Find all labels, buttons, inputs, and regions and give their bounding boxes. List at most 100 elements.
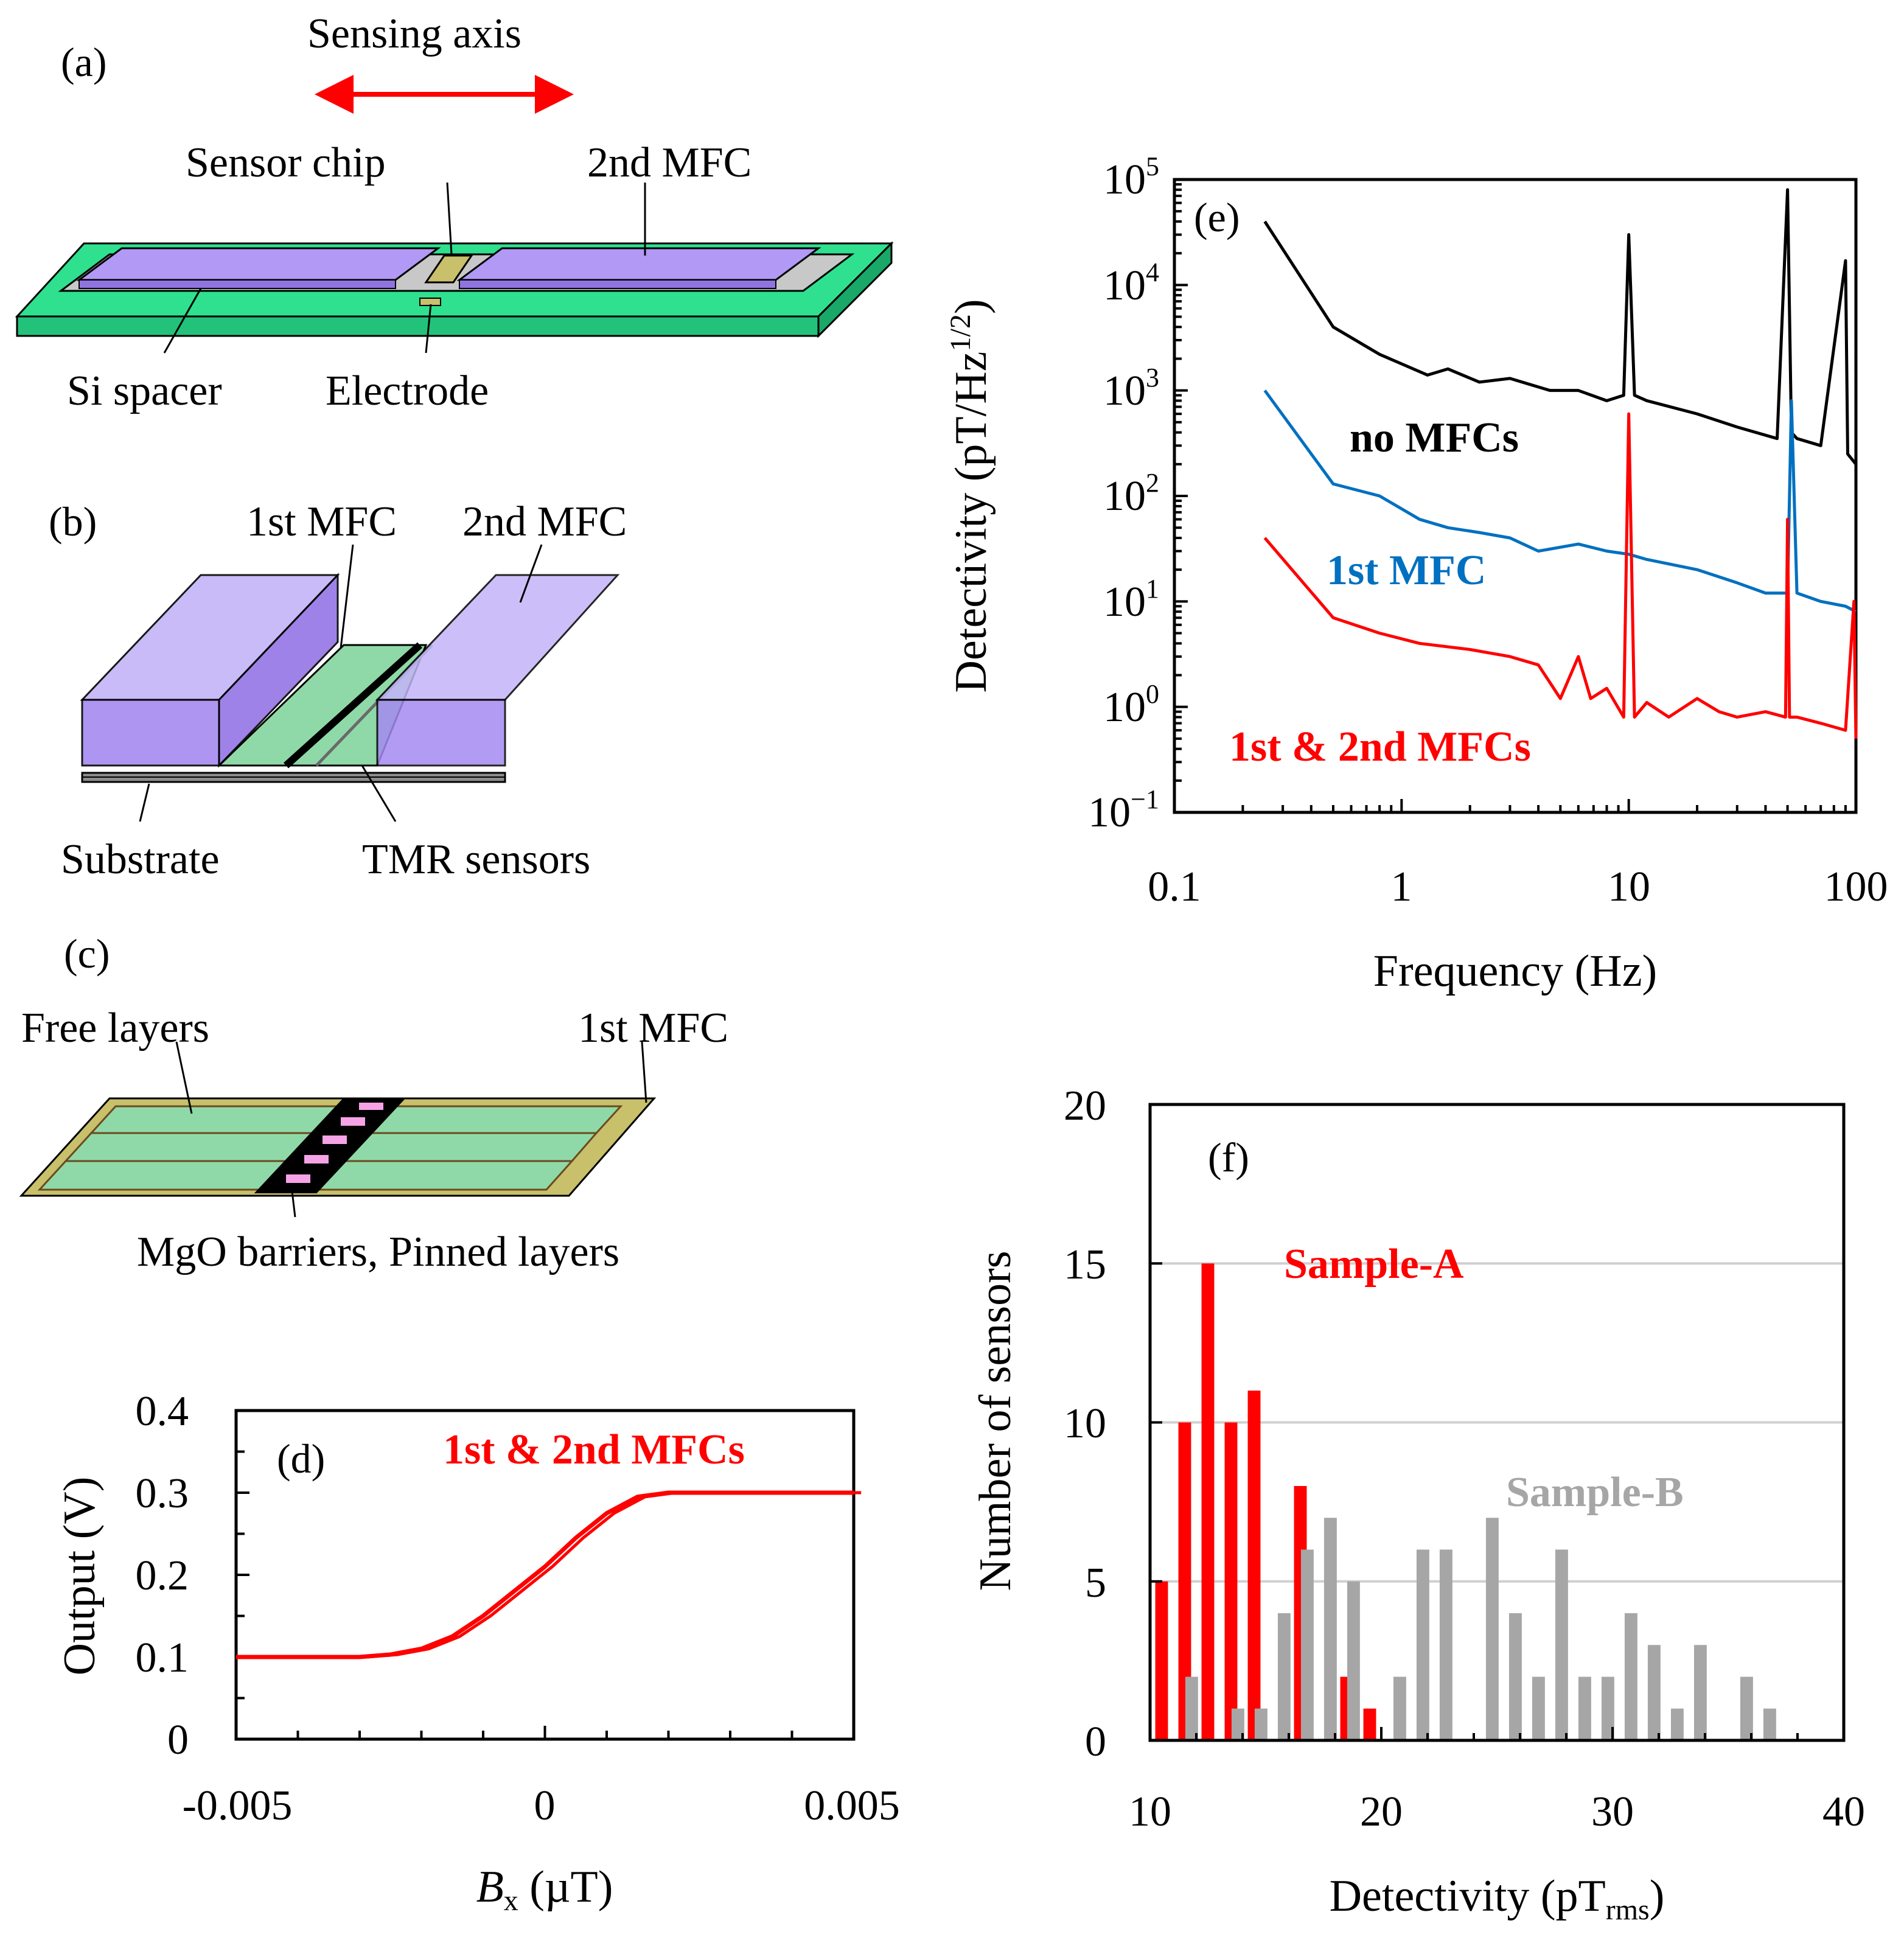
chart-f-xtick-label: 30 <box>1591 1788 1634 1835</box>
sensing-axis-label: Sensing axis <box>307 10 521 57</box>
chart-e-ytick-label: 105 <box>1103 152 1159 203</box>
chart-d-xtick-label: 0 <box>534 1782 556 1829</box>
chart-f-bar-sample-b <box>1693 1645 1707 1740</box>
chart-f-bar-sample-b <box>1323 1518 1337 1740</box>
chart-e-ytick-label: 101 <box>1103 574 1159 626</box>
chart-f-bar-sample-b <box>1347 1581 1360 1740</box>
chart-e-ylabel-end: ) <box>946 299 996 315</box>
second-mfc-label-b: 2nd MFC <box>462 498 627 545</box>
chart-d-series-line <box>236 1490 854 1659</box>
panel-a: (a) Sensing axis Sensor chip 2nd MFC Si … <box>15 10 894 414</box>
chart-d-xtick-labels: -0.005 0 0.005 <box>183 1782 900 1829</box>
substrate-label: Substrate <box>61 836 220 883</box>
mfc-block-right-front <box>376 699 506 767</box>
chart-f-bar-sample-b <box>1300 1549 1314 1740</box>
panel-c-label: (c) <box>64 930 110 977</box>
electrode-label: Electrode <box>326 368 489 414</box>
chart-f-bar-sample-b <box>1439 1549 1452 1740</box>
mfc-block-left-front <box>81 699 220 767</box>
chart-e-ytick-base: 10 <box>1103 156 1146 203</box>
chart-e-ylabel-main: Detectivity (pT/Hz <box>946 352 996 693</box>
chart-e-ytick-base: 10 <box>1088 789 1131 836</box>
chart-e-ytick-exp: 5 <box>1146 152 1159 181</box>
chart-f-bar-sample-b <box>1532 1676 1545 1740</box>
chart-f-bar-sample-b <box>1578 1676 1591 1740</box>
chart-e: 0.1 1 10 100 10−1 100 101 102 103 104 10… <box>944 152 1888 996</box>
chart-e-ytick-base: 10 <box>1103 579 1146 626</box>
chart-f-bar-sample-b <box>1254 1708 1268 1740</box>
chart-d-ticks <box>235 1409 855 1740</box>
chart-f: 10 20 30 40 0 5 10 15 20 Detectivity (pT… <box>971 1083 1865 1926</box>
chart-f-plot-area <box>1155 1263 1776 1740</box>
chart-f-bar-sample-b <box>1393 1676 1406 1740</box>
chart-e-ytick-base: 10 <box>1103 368 1146 414</box>
sensor-chip-label: Sensor chip <box>186 139 386 186</box>
chart-e-xtick-label: 1 <box>1391 863 1412 910</box>
barrier-strip <box>254 1098 406 1193</box>
second-mfc-label-a: 2nd MFC <box>587 139 751 186</box>
chart-f-bar-sample-a <box>1363 1708 1376 1740</box>
chart-f-bar-sample-a <box>1155 1581 1168 1740</box>
chart-d-xtick-label: 0.005 <box>804 1782 900 1829</box>
chart-e-ytick-exp: 4 <box>1146 257 1159 287</box>
chart-d-ytick-label: 0.4 <box>136 1388 189 1435</box>
chart-d-xlabel: Bx (µT) <box>476 1862 613 1917</box>
second-mfc-right <box>456 247 821 281</box>
chart-e-ylabel-sup: 1/2 <box>944 314 977 351</box>
chart-e-ytick-label: 104 <box>1103 257 1159 309</box>
chart-e-ticks <box>1173 183 1847 814</box>
chart-d: -0.005 0 0.005 0 0.1 0.2 0.3 0.4 Bx (µT)… <box>55 1388 900 1917</box>
chart-e-ytick-label: 103 <box>1103 363 1159 414</box>
chart-f-xlabel-end: ) <box>1650 1871 1665 1921</box>
chart-f-xtick-label: 40 <box>1822 1788 1865 1835</box>
first-mfc-label-b: 1st MFC <box>246 498 397 545</box>
chart-f-bar-sample-b <box>1416 1549 1429 1740</box>
chart-f-bar-sample-b <box>1763 1708 1776 1740</box>
chart-f-ticks <box>1149 1103 1845 1742</box>
chart-e-ytick-base: 10 <box>1103 473 1146 520</box>
chart-f-ytick-labels: 0 5 10 15 20 <box>1064 1083 1106 1765</box>
chart-d-ytick-label: 0.3 <box>136 1470 189 1517</box>
chart-f-xtick-label: 20 <box>1360 1788 1403 1835</box>
chart-f-legend-sample-a: Sample-A <box>1284 1241 1464 1288</box>
panel-c: (c) Free layers 1st MFC MgO barriers, Pi… <box>19 930 728 1275</box>
chart-f-bar-sample-b <box>1185 1676 1198 1740</box>
panel-a-label: (a) <box>61 39 106 85</box>
chart-f-bar-sample-b <box>1277 1613 1291 1740</box>
panel-b: (b) 1st MFC 2nd MFC Substrate TMR sensor… <box>49 498 627 883</box>
chart-d-series-line-return <box>243 1491 862 1659</box>
chart-d-xlabel-rest: (µT) <box>518 1862 613 1912</box>
chart-f-xlabel: Detectivity (pTrms) <box>1330 1871 1665 1926</box>
chart-f-ytick-label: 10 <box>1064 1400 1106 1447</box>
chart-e-ytick-exp: 0 <box>1146 679 1159 709</box>
chart-e-ytick-base: 10 <box>1103 262 1146 309</box>
mfc-block-left-side <box>218 573 339 768</box>
chart-d-xlabel-italic: B <box>476 1862 504 1912</box>
chart-f-bar-sample-b <box>1555 1549 1568 1740</box>
chart-f-ytick-label: 20 <box>1064 1083 1106 1129</box>
board-front <box>16 315 820 337</box>
chart-e-legend-both-mfcs: 1st & 2nd MFCs <box>1229 724 1531 770</box>
first-mfc-label-c: 1st MFC <box>578 1005 728 1052</box>
tmr-sensors-label: TMR sensors <box>362 836 590 883</box>
chart-f-ytick-label: 0 <box>1085 1718 1106 1765</box>
chart-e-ytick-labels: 10−1 100 101 102 103 104 105 <box>1088 152 1159 836</box>
chart-d-plot-area <box>236 1490 862 1659</box>
chart-e-ytick-label: 102 <box>1103 468 1159 520</box>
chart-d-series-label: 1st & 2nd MFCs <box>443 1426 745 1473</box>
chart-e-series-line <box>1263 389 1857 613</box>
chart-e-panel-label: (e) <box>1194 194 1240 240</box>
chart-e-legend-no-mfcs: no MFCs <box>1350 414 1519 461</box>
chart-f-bar-sample-b <box>1231 1708 1244 1740</box>
free-layers-label: Free layers <box>21 1005 209 1052</box>
chart-e-frame <box>1173 178 1858 814</box>
chart-e-xtick-label: 0.1 <box>1148 863 1201 910</box>
chart-e-series-line <box>1263 188 1857 466</box>
chart-e-ylabel: Detectivity (pT/Hz1/2) <box>944 299 996 693</box>
chart-d-ytick-label: 0 <box>167 1717 189 1763</box>
chart-e-ytick-label: 100 <box>1103 679 1159 731</box>
chart-f-bar-sample-b <box>1485 1518 1499 1740</box>
chart-e-ytick-exp: 2 <box>1146 468 1159 498</box>
chart-d-panel-label: (d) <box>277 1435 325 1482</box>
